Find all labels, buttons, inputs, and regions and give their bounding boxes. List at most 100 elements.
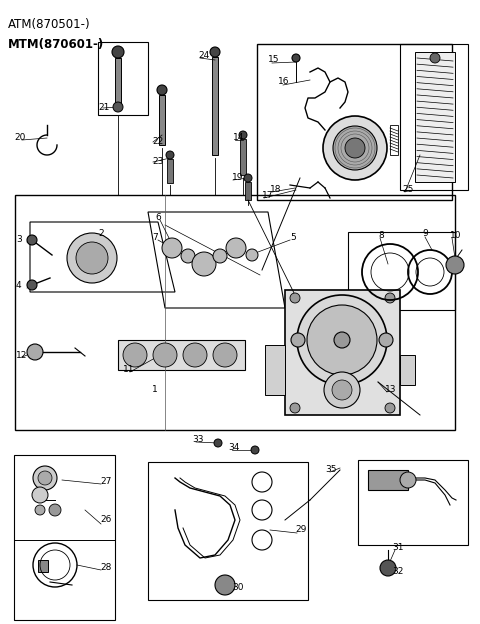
Text: 13: 13: [385, 386, 396, 394]
Circle shape: [213, 343, 237, 367]
Text: 27: 27: [100, 477, 111, 487]
Bar: [358, 460, 468, 545]
Circle shape: [183, 343, 207, 367]
Circle shape: [213, 249, 227, 263]
Circle shape: [246, 249, 258, 261]
Circle shape: [27, 280, 37, 290]
Bar: [368, 470, 408, 490]
Circle shape: [226, 238, 246, 258]
Circle shape: [323, 116, 387, 180]
Text: 32: 32: [392, 567, 403, 577]
Bar: [118, 340, 245, 370]
Circle shape: [67, 233, 117, 283]
Bar: [98, 42, 148, 115]
Circle shape: [333, 126, 377, 170]
Circle shape: [345, 138, 365, 158]
Circle shape: [297, 295, 387, 385]
Text: 6: 6: [155, 213, 161, 223]
Circle shape: [32, 487, 48, 503]
Text: 30: 30: [232, 583, 243, 593]
Bar: [167, 159, 173, 183]
Circle shape: [239, 131, 247, 139]
Text: 25: 25: [402, 185, 413, 195]
Text: 20: 20: [14, 134, 25, 142]
Bar: [38, 560, 48, 572]
Text: 35: 35: [325, 466, 336, 474]
Text: 24: 24: [198, 52, 209, 61]
Circle shape: [113, 102, 123, 112]
Bar: [148, 462, 308, 600]
Text: 31: 31: [392, 544, 404, 552]
Text: 34: 34: [228, 444, 240, 452]
Circle shape: [292, 54, 300, 62]
Text: 19: 19: [232, 173, 243, 182]
Text: 26: 26: [100, 515, 111, 525]
Circle shape: [307, 305, 377, 375]
Bar: [285, 290, 400, 415]
Circle shape: [244, 174, 252, 182]
Circle shape: [27, 235, 37, 245]
Bar: [400, 44, 468, 190]
Circle shape: [162, 238, 182, 258]
Text: 22: 22: [152, 137, 163, 147]
Text: 7: 7: [152, 233, 158, 243]
Circle shape: [385, 403, 395, 413]
Circle shape: [49, 504, 61, 516]
Circle shape: [157, 85, 167, 95]
Text: 28: 28: [100, 563, 111, 572]
Circle shape: [181, 249, 195, 263]
Text: 10: 10: [450, 232, 461, 240]
Circle shape: [251, 446, 259, 454]
Text: 9: 9: [422, 230, 428, 238]
Bar: [212, 57, 218, 155]
Text: 16: 16: [278, 77, 289, 87]
Circle shape: [166, 151, 174, 159]
Text: 1: 1: [152, 386, 158, 394]
Text: 23: 23: [152, 157, 163, 167]
Circle shape: [332, 380, 352, 400]
Circle shape: [400, 472, 416, 488]
Circle shape: [379, 333, 393, 347]
Text: 14: 14: [233, 132, 244, 142]
Circle shape: [35, 505, 45, 515]
Bar: [415, 52, 455, 182]
Text: 18: 18: [270, 185, 281, 195]
Bar: [400, 355, 415, 385]
Circle shape: [290, 293, 300, 303]
Circle shape: [33, 466, 57, 490]
Text: 3: 3: [16, 235, 22, 245]
Circle shape: [334, 332, 350, 348]
Bar: [14, 455, 115, 620]
Circle shape: [385, 293, 395, 303]
Bar: [265, 345, 285, 395]
Bar: [390, 125, 398, 155]
Circle shape: [123, 343, 147, 367]
Bar: [245, 182, 251, 200]
Circle shape: [324, 372, 360, 408]
Text: 5: 5: [290, 233, 296, 243]
Text: 11: 11: [123, 366, 134, 374]
Bar: [15, 195, 455, 430]
Text: 21: 21: [98, 104, 109, 112]
Bar: [159, 95, 165, 145]
Circle shape: [380, 560, 396, 576]
Text: 17: 17: [262, 190, 274, 200]
Circle shape: [214, 439, 222, 447]
Bar: [240, 139, 246, 175]
Text: 29: 29: [295, 525, 306, 535]
Circle shape: [210, 47, 220, 57]
Text: 2: 2: [98, 228, 104, 238]
Circle shape: [290, 403, 300, 413]
Text: 12: 12: [16, 351, 27, 359]
Text: 33: 33: [192, 436, 204, 444]
Text: MTM(870601-): MTM(870601-): [8, 38, 104, 51]
Circle shape: [430, 53, 440, 63]
Bar: [348, 232, 455, 310]
Circle shape: [38, 471, 52, 485]
Circle shape: [446, 256, 464, 274]
Text: ATM(870501-): ATM(870501-): [8, 18, 91, 31]
Circle shape: [291, 333, 305, 347]
Text: 8: 8: [378, 232, 384, 240]
Circle shape: [153, 343, 177, 367]
Circle shape: [27, 344, 43, 360]
